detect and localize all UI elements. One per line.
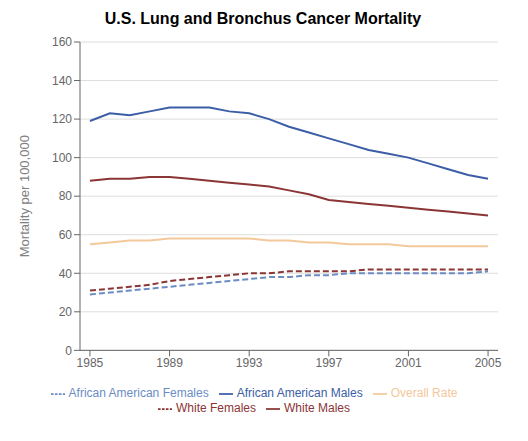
svg-text:1993: 1993 xyxy=(236,356,263,370)
svg-text:60: 60 xyxy=(59,228,73,242)
html-text:African American Females: African American Females xyxy=(68,386,209,401)
html-text:White Females: White Females xyxy=(176,401,256,416)
svg-text:1997: 1997 xyxy=(315,356,342,370)
html-text:U.S. Lung and Bronchus Cancer: U.S. Lung and Bronchus Cancer Mortality xyxy=(104,10,422,27)
svg-text:1989: 1989 xyxy=(156,356,183,370)
svg-text:2005: 2005 xyxy=(475,356,502,370)
svg-text:40: 40 xyxy=(59,267,73,281)
html-text:African American Males: African American Males xyxy=(236,386,363,401)
html-text:Overall Rate: Overall Rate xyxy=(390,386,458,401)
html-text:White Males: White Males xyxy=(284,401,350,416)
svg-text:120: 120 xyxy=(52,112,72,126)
svg-text:1985: 1985 xyxy=(77,356,104,370)
svg-text:Mortality per 100,000: Mortality per 100,000 xyxy=(17,135,32,257)
svg-text:140: 140 xyxy=(52,74,72,88)
svg-text:20: 20 xyxy=(59,305,73,319)
svg-text:0: 0 xyxy=(65,344,72,358)
svg-text:160: 160 xyxy=(52,35,72,49)
svg-text:100: 100 xyxy=(52,151,72,165)
svg-text:80: 80 xyxy=(59,189,73,203)
svg-text:2001: 2001 xyxy=(395,356,422,370)
